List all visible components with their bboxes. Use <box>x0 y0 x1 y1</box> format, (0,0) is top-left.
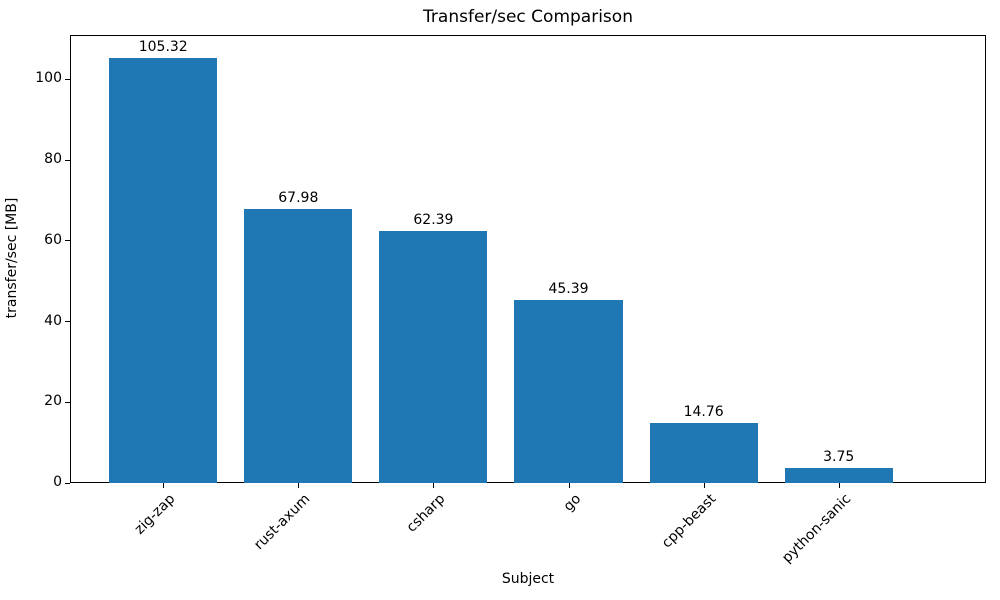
y-axis-label: transfer/sec [MB] <box>4 197 20 319</box>
bar <box>514 299 623 483</box>
x-axis-tick <box>568 483 570 488</box>
bar <box>784 467 893 483</box>
y-axis-tick <box>65 159 70 161</box>
y-tick-label: 100 <box>35 70 62 87</box>
x-axis-label: Subject <box>501 571 555 587</box>
y-axis-tick <box>65 78 70 80</box>
bar-value-label: 62.39 <box>413 212 454 229</box>
bar <box>244 208 353 483</box>
y-axis-tick <box>65 240 70 242</box>
bar-value-label: 45.39 <box>548 280 589 297</box>
y-axis-tick <box>65 401 70 403</box>
x-axis-tick <box>838 483 840 488</box>
y-tick-label: 0 <box>53 474 62 490</box>
bar-value-label: 105.32 <box>138 38 188 55</box>
bar-value-label: 67.98 <box>278 189 319 206</box>
bar <box>649 423 758 483</box>
x-axis-tick <box>703 483 705 488</box>
bar-value-label: 14.76 <box>683 404 724 421</box>
x-axis-tick <box>433 483 435 488</box>
y-tick-label: 60 <box>44 231 62 248</box>
bar <box>379 231 488 483</box>
y-tick-label: 20 <box>44 393 62 410</box>
y-tick-label: 40 <box>44 312 62 329</box>
y-axis-tick <box>65 321 70 323</box>
bar <box>109 57 218 483</box>
y-axis-tick <box>65 482 70 484</box>
x-axis-tick <box>163 483 165 488</box>
y-tick-label: 80 <box>44 151 62 168</box>
bar-value-label: 3.75 <box>823 448 855 465</box>
chart-title: Transfer/sec Comparison <box>423 7 633 27</box>
x-axis-tick <box>298 483 300 488</box>
